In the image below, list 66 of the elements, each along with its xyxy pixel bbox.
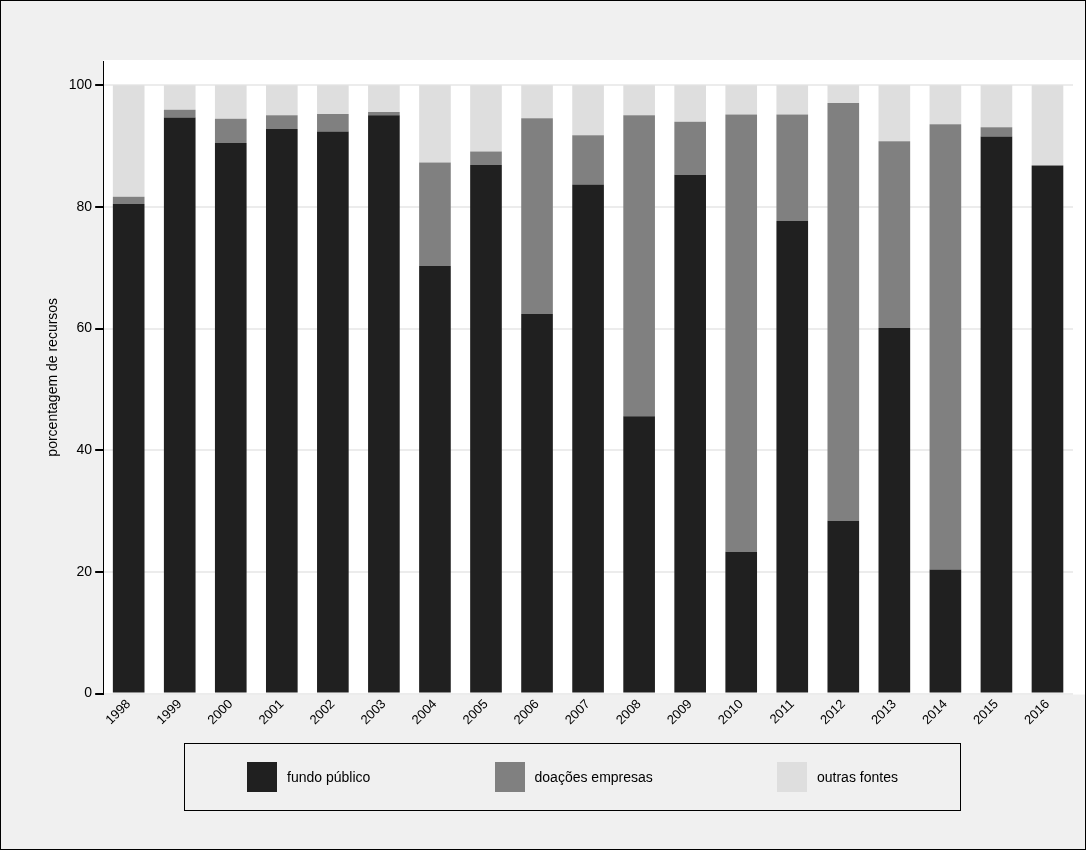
bar (419, 265, 451, 693)
bar (776, 220, 809, 693)
bar (521, 118, 553, 315)
bar (419, 85, 451, 163)
y-tick-label: 100 (68, 76, 93, 93)
legend-label: outras fontes (816, 769, 898, 785)
bar (368, 115, 400, 693)
bar (419, 162, 451, 266)
bar (878, 141, 911, 328)
bar (827, 520, 860, 693)
bar (470, 165, 502, 693)
bar (623, 115, 655, 417)
bar (929, 85, 962, 125)
bar (1031, 85, 1064, 166)
bar (980, 127, 1013, 137)
y-tick-label: 60 (76, 319, 93, 336)
bar (112, 203, 145, 693)
bar (521, 314, 553, 693)
bar (112, 196, 145, 204)
bar (572, 184, 604, 693)
bar (623, 85, 655, 116)
bar (265, 115, 298, 130)
bar (368, 85, 400, 113)
bar (163, 117, 196, 693)
bar (827, 102, 860, 521)
bar (674, 121, 706, 175)
bar (265, 129, 298, 693)
bar (725, 85, 758, 115)
bar (214, 143, 247, 693)
bar (674, 85, 706, 122)
bar (214, 118, 247, 144)
bar (623, 416, 655, 693)
bar (317, 113, 349, 132)
bar (878, 85, 911, 142)
bar (929, 124, 962, 570)
bar (317, 85, 349, 114)
bar (317, 131, 349, 693)
y-tick-label: 20 (76, 562, 93, 579)
bar (470, 85, 502, 152)
y-tick-label: 0 (84, 684, 93, 701)
bar (929, 569, 962, 693)
bar (112, 85, 145, 197)
bar (521, 85, 553, 119)
y-axis-title: porcentagem de recursos (44, 297, 61, 457)
bar (214, 85, 247, 119)
bar (470, 151, 502, 165)
bar (878, 328, 911, 693)
bar (980, 85, 1013, 128)
y-tick-label: 80 (76, 197, 93, 214)
bar (980, 136, 1013, 693)
bar (776, 114, 809, 221)
legend-label: doações empresas (534, 769, 653, 785)
bar (572, 85, 604, 136)
bar (725, 551, 758, 693)
bar (572, 135, 604, 185)
legend-label: fundo público (287, 769, 371, 785)
bar (827, 85, 860, 103)
bar (163, 85, 196, 110)
bar (674, 174, 706, 693)
bar (368, 112, 400, 116)
bar (776, 85, 809, 115)
bar (265, 85, 298, 116)
bar (725, 114, 758, 552)
y-tick-label: 40 (76, 441, 93, 458)
bar (163, 109, 196, 118)
bar (1031, 165, 1064, 693)
